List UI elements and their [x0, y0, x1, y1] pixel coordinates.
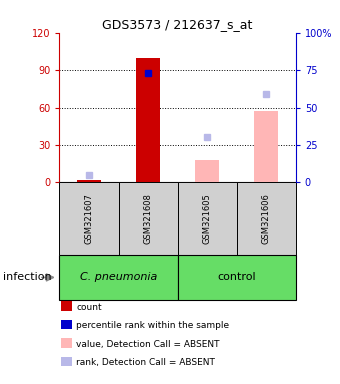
Bar — [59, 255, 177, 300]
Bar — [254, 111, 278, 182]
Title: GDS3573 / 212637_s_at: GDS3573 / 212637_s_at — [102, 18, 253, 31]
Text: C. pneumonia: C. pneumonia — [80, 272, 157, 283]
Text: GSM321607: GSM321607 — [85, 194, 94, 244]
Bar — [237, 182, 296, 255]
Text: percentile rank within the sample: percentile rank within the sample — [76, 321, 230, 330]
Bar — [61, 320, 72, 329]
Text: infection: infection — [3, 272, 52, 283]
Bar — [61, 357, 72, 366]
Text: GSM321606: GSM321606 — [262, 194, 271, 244]
Bar — [119, 182, 177, 255]
Bar — [177, 182, 237, 255]
Bar — [61, 338, 72, 348]
Bar — [136, 58, 160, 182]
Text: control: control — [217, 272, 256, 283]
Text: GSM321605: GSM321605 — [203, 194, 212, 244]
Bar — [177, 255, 296, 300]
Bar — [61, 301, 72, 311]
Text: count: count — [76, 303, 102, 312]
Text: value, Detection Call = ABSENT: value, Detection Call = ABSENT — [76, 339, 220, 349]
Bar — [59, 182, 119, 255]
Bar — [195, 160, 219, 182]
Text: GSM321608: GSM321608 — [143, 194, 153, 244]
Text: rank, Detection Call = ABSENT: rank, Detection Call = ABSENT — [76, 358, 215, 367]
Bar — [77, 180, 101, 182]
